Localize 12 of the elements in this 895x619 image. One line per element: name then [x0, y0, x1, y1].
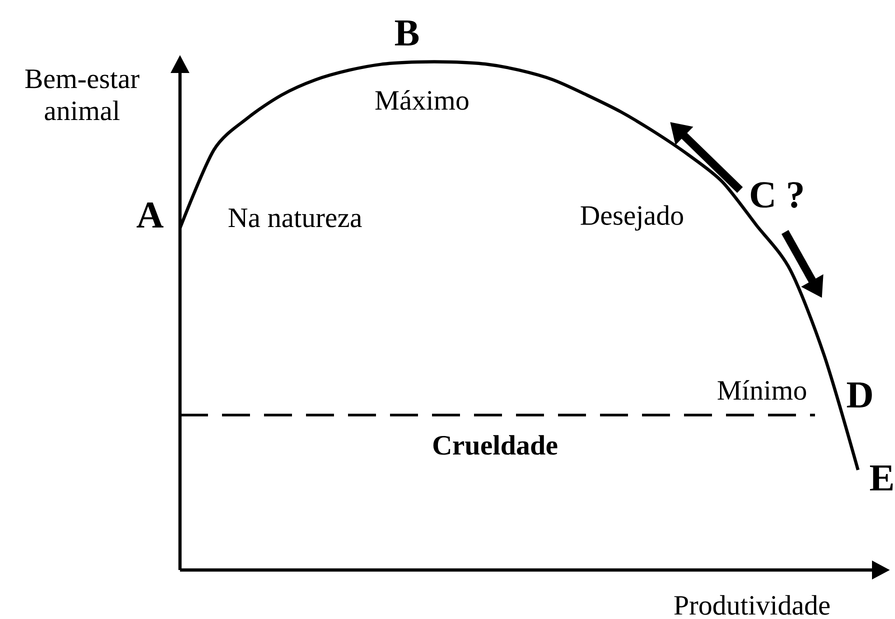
- annotation: Desejado: [580, 205, 684, 231]
- annotation: Máximo: [375, 90, 468, 110]
- y-axis-title: Bem-estar animal: [25, 70, 140, 120]
- annotation: C ?: [750, 182, 803, 208]
- text: B: [394, 20, 419, 46]
- annotation: D: [846, 382, 872, 408]
- x-axis-title: Produtividade: [674, 595, 830, 615]
- annotation: Na natureza: [228, 208, 362, 228]
- annotation: Mínimo: [718, 380, 806, 400]
- text: A: [136, 202, 164, 228]
- ref-line-label: Crueldade: [433, 435, 558, 455]
- annotation: E: [870, 466, 893, 490]
